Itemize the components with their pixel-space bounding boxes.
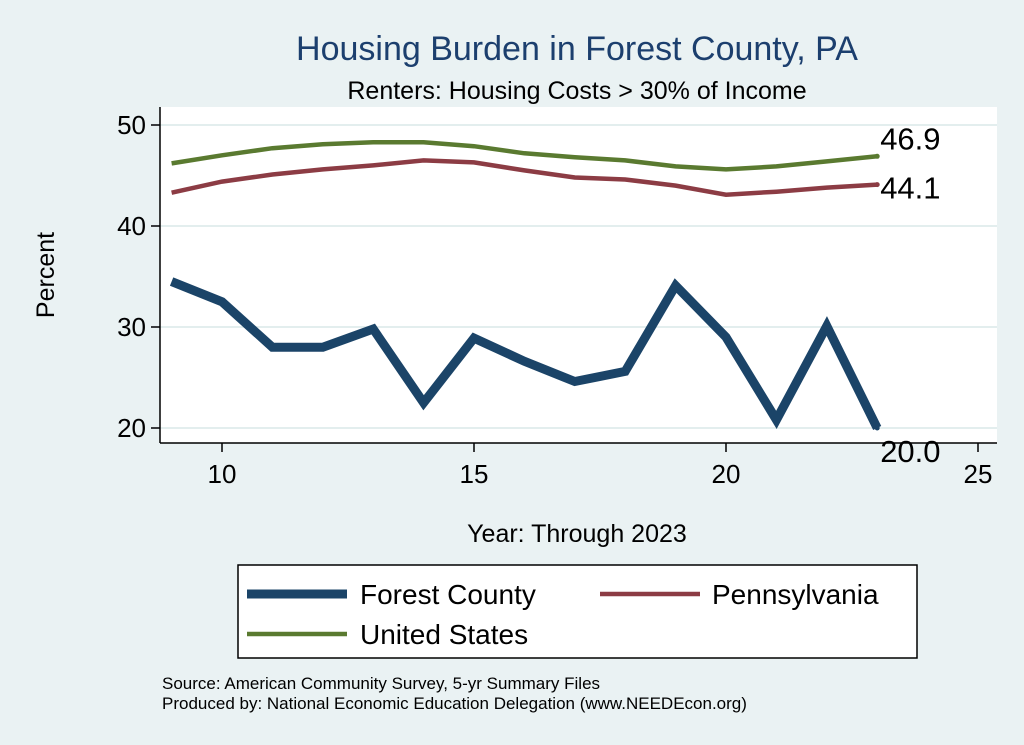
x-tick-label: 20 (712, 459, 741, 489)
end-marker (874, 182, 880, 188)
legend-label: United States (360, 619, 528, 650)
end-value-label: 46.9 (880, 121, 940, 156)
series-lines (169, 139, 882, 430)
y-tick-label: 50 (117, 110, 146, 140)
x-axis-label: Year: Through 2023 (467, 520, 687, 548)
produced-by-note: Produced by: National Economic Education… (162, 694, 747, 713)
axes: 20 30 40 50 10 15 20 25 (117, 107, 997, 489)
end-marker (874, 153, 880, 159)
y-tick-label: 30 (117, 312, 146, 342)
y-tick-label: 20 (117, 413, 146, 443)
y-tick-label: 40 (117, 211, 146, 241)
x-tick-label: 10 (208, 459, 237, 489)
legend-label: Pennsylvania (712, 579, 879, 610)
gridlines (160, 124, 997, 429)
series-line-united-states (171, 139, 878, 172)
series-line-forest-county (169, 277, 882, 430)
end-marker (874, 425, 880, 431)
chart-subtitle: Renters: Housing Costs > 30% of Income (347, 77, 806, 105)
x-tick-label: 25 (964, 459, 993, 489)
legend-label: Forest County (360, 579, 536, 610)
chart-title: Housing Burden in Forest County, PA (296, 30, 858, 68)
end-value-label: 20.0 (880, 434, 940, 469)
source-note: Source: American Community Survey, 5-yr … (162, 674, 600, 693)
end-labels: 20.0 44.1 46.9 (874, 121, 941, 469)
y-axis-label: Percent (32, 232, 60, 318)
end-value-label: 44.1 (880, 171, 940, 206)
series-line-pennsylvania (171, 158, 878, 197)
legend-box (237, 564, 918, 659)
x-tick-label: 15 (460, 459, 489, 489)
legend: Forest County Pennsylvania United States (247, 579, 879, 650)
